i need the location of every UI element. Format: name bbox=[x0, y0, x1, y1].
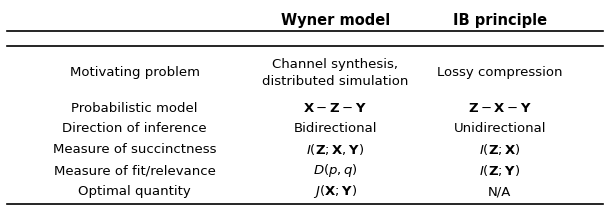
Text: Wyner model: Wyner model bbox=[281, 13, 390, 28]
Text: Unidirectional: Unidirectional bbox=[453, 122, 546, 135]
Text: $\mathbf{X} - \mathbf{Z} - \mathbf{Y}$: $\mathbf{X} - \mathbf{Z} - \mathbf{Y}$ bbox=[303, 102, 367, 115]
Text: Channel synthesis,
distributed simulation: Channel synthesis, distributed simulatio… bbox=[262, 58, 409, 88]
Text: $I(\mathbf{Z}; \mathbf{Y})$: $I(\mathbf{Z}; \mathbf{Y})$ bbox=[479, 163, 520, 178]
Text: Measure of succinctness: Measure of succinctness bbox=[53, 143, 217, 156]
Text: $I(\mathbf{Z}; \mathbf{X})$: $I(\mathbf{Z}; \mathbf{X})$ bbox=[479, 142, 521, 157]
Text: Lossy compression: Lossy compression bbox=[437, 66, 562, 79]
Text: N/A: N/A bbox=[488, 185, 511, 198]
Text: $D(p, q)$: $D(p, q)$ bbox=[313, 162, 358, 179]
Text: IB principle: IB principle bbox=[453, 13, 547, 28]
Text: Optimal quantity: Optimal quantity bbox=[78, 185, 191, 198]
Text: $\mathbf{Z} - \mathbf{X} - \mathbf{Y}$: $\mathbf{Z} - \mathbf{X} - \mathbf{Y}$ bbox=[468, 102, 532, 115]
Text: $I(\mathbf{Z}; \mathbf{X}, \mathbf{Y})$: $I(\mathbf{Z}; \mathbf{X}, \mathbf{Y})$ bbox=[306, 142, 365, 157]
Text: Probabilistic model: Probabilistic model bbox=[71, 102, 198, 115]
Text: $J(\mathbf{X}; \mathbf{Y})$: $J(\mathbf{X}; \mathbf{Y})$ bbox=[314, 183, 357, 200]
Text: Motivating problem: Motivating problem bbox=[70, 66, 199, 79]
Text: Bidirectional: Bidirectional bbox=[293, 122, 377, 135]
Text: Direction of inference: Direction of inference bbox=[62, 122, 207, 135]
Text: Measure of fit/relevance: Measure of fit/relevance bbox=[54, 164, 215, 177]
